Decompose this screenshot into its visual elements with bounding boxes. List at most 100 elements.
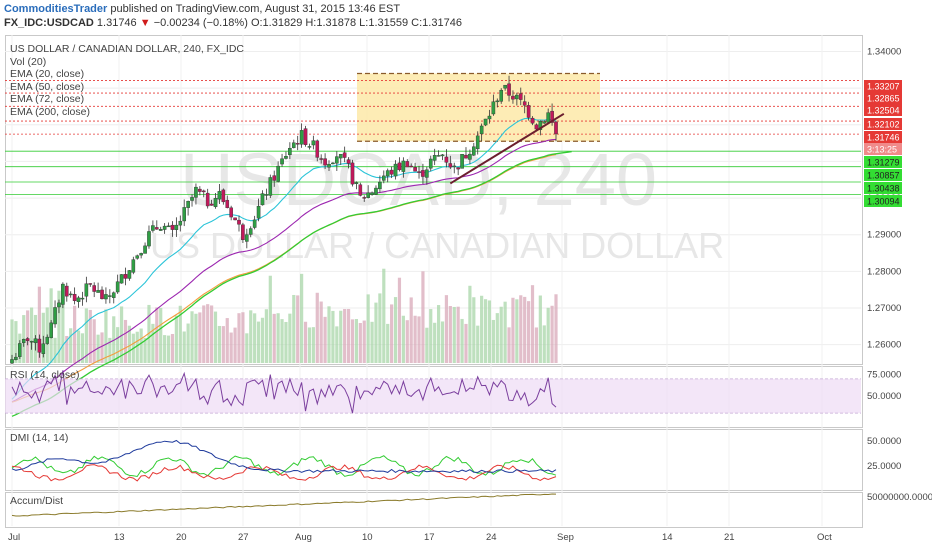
candle-body xyxy=(518,93,523,100)
candle-body xyxy=(190,197,194,201)
volume-bar xyxy=(166,335,171,363)
candle-body xyxy=(241,224,245,241)
volume-bar xyxy=(53,337,57,363)
candle-body xyxy=(205,192,210,207)
candle-body xyxy=(151,225,155,231)
candle-body xyxy=(475,135,480,150)
candle-body xyxy=(170,224,175,230)
candle-body xyxy=(507,83,511,96)
volume-bar xyxy=(249,310,253,363)
candle-body xyxy=(299,130,304,145)
candle-body xyxy=(139,253,143,256)
price-tag-text: 1.31279 xyxy=(867,158,900,168)
candle-body xyxy=(374,187,378,195)
candle-body xyxy=(14,356,18,360)
volume-bar xyxy=(190,311,194,363)
volume-bar xyxy=(88,309,92,363)
volume-bar xyxy=(315,292,319,363)
volume-bar xyxy=(260,317,265,363)
volume-bar xyxy=(288,313,292,363)
candle-body xyxy=(534,124,539,130)
candle-body xyxy=(362,197,367,199)
candle-body xyxy=(135,255,140,259)
ema20-line xyxy=(11,117,557,400)
accum-panel[interactable] xyxy=(5,492,863,528)
volume-bar xyxy=(159,307,163,363)
price-tag-text: 1.32102 xyxy=(867,120,900,130)
candle-body xyxy=(248,228,253,235)
volume-bar xyxy=(519,295,523,363)
candle-body xyxy=(221,189,226,203)
dmi-tick: 25.0000 xyxy=(867,461,901,472)
candle-body xyxy=(515,94,519,100)
candle-body xyxy=(252,219,257,228)
volume-bar xyxy=(29,307,34,363)
volume-bar xyxy=(198,312,202,363)
volume-bar xyxy=(65,335,69,363)
price-tag-text: 1.32865 xyxy=(867,94,900,104)
legend-title: US DOLLAR / CANADIAN DOLLAR, 240, FX_IDC xyxy=(10,43,244,55)
chart-legend: US DOLLAR / CANADIAN DOLLAR, 240, FX_IDC… xyxy=(10,43,244,119)
time-tick: 14 xyxy=(662,532,673,543)
volume-bar xyxy=(84,308,88,363)
volume-bar xyxy=(515,299,519,363)
price-panel[interactable] xyxy=(5,35,863,365)
volume-bar xyxy=(468,285,472,363)
candle-body xyxy=(268,177,273,196)
candle-body xyxy=(57,302,61,308)
volume-bar xyxy=(456,306,460,363)
price-tag-text: 1.30438 xyxy=(867,184,900,194)
candle-body xyxy=(499,89,504,102)
volume-bar xyxy=(300,273,304,363)
price-tag-text: 1.30094 xyxy=(867,197,900,207)
dmi-panel[interactable] xyxy=(5,429,863,491)
legend-ema50: EMA (50, close) xyxy=(10,80,85,93)
volume-bar xyxy=(538,295,542,363)
price-tag: 1.30857 xyxy=(864,169,902,181)
price-tag-bg xyxy=(864,131,902,143)
time-tick: 10 xyxy=(362,532,373,543)
volume-bar xyxy=(100,332,104,363)
candle-body xyxy=(108,295,112,297)
candle-body xyxy=(483,118,488,126)
price-tag: 1.32504 xyxy=(864,104,902,116)
candle-body xyxy=(229,207,233,218)
time-tick: Jul xyxy=(8,532,20,543)
volume-bar xyxy=(405,320,409,363)
volume-bar xyxy=(73,305,77,363)
candle-body xyxy=(21,339,26,343)
candle-body xyxy=(209,203,214,206)
candle-body xyxy=(366,192,370,198)
volume-bar xyxy=(233,327,237,363)
volume-bar xyxy=(350,319,355,363)
volume-bar xyxy=(206,304,210,363)
candle-body xyxy=(479,125,484,135)
volume-bar xyxy=(37,286,41,363)
price-tag-text: 1.32504 xyxy=(867,106,900,116)
volume-bar xyxy=(253,313,257,363)
candle-body xyxy=(311,140,316,146)
volume-bar xyxy=(397,277,402,363)
volume-bar xyxy=(534,327,539,363)
candle-body xyxy=(100,289,104,300)
candle-body xyxy=(61,283,65,305)
candle-body xyxy=(80,297,85,300)
volume-bar xyxy=(186,323,190,363)
time-tick: Oct xyxy=(817,532,832,543)
volume-bar xyxy=(527,301,531,363)
price-tick: 1.29000 xyxy=(867,230,901,241)
candle-body xyxy=(68,293,73,296)
volume-bar xyxy=(362,320,366,363)
volume-bar xyxy=(507,327,511,363)
volume-bar xyxy=(436,305,441,363)
candle-body xyxy=(401,160,406,172)
price-tag-bg xyxy=(864,169,902,181)
volume-bar xyxy=(444,295,449,363)
volume-bar xyxy=(135,331,139,363)
author-name[interactable]: CommoditiesTrader xyxy=(4,3,108,15)
candle-body xyxy=(409,165,413,168)
candle-body xyxy=(295,143,300,145)
volume-bar xyxy=(69,328,73,363)
volume-bar xyxy=(57,290,61,363)
